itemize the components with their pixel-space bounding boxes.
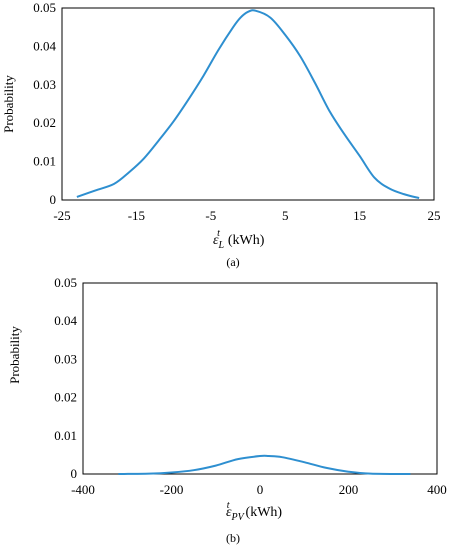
chart-b-ytick-label: 0 [71,466,78,481]
chart-a-xtick-label: -25 [53,208,70,223]
chart-b-series-line [118,454,411,475]
chart-b-x-unit: (kWh) [246,505,283,520]
chart-b-y-axis-label: Probability [7,326,22,384]
chart-a-series-line [76,9,420,200]
chart-a-xtick-label: 5 [282,208,289,223]
chart-b-ytick-label: 0.01 [54,428,77,443]
chart-b: 0 0.01 0.02 0.03 0.04 0.05 -400 -200 0 200 400 Pr… [7,275,447,545]
chart-a-ytick-label: 0.01 [33,154,56,169]
chart-b-ytick-label: 0.02 [54,390,77,405]
chart-a-xtick-label: 15 [353,208,366,223]
chart-a-x-symbol: ε [213,233,219,248]
chart-a-plot-frame [61,7,435,201]
chart-b-xtick-label: -400 [71,482,95,497]
chart-a-ytick-label: 0.04 [33,38,56,53]
chart-a-ytick-label: 0.03 [33,77,56,92]
chart-b-xtick-label: 0 [257,482,264,497]
chart-b-series [118,454,411,475]
chart-a-ytick-label: 0.02 [33,115,56,130]
chart-b-yticks: 0 0.01 0.02 0.03 0.04 0.05 [54,275,77,481]
chart-a-caption: (a) [226,255,239,269]
chart-a-xticks: -25 -15 -5 5 15 25 [53,208,440,223]
chart-b-xtick-label: 200 [339,482,359,497]
chart-a-x-sup: t [217,228,220,239]
chart-a-xtick-label: 25 [428,208,441,223]
chart-a-ytick-label: 0 [50,192,57,207]
chart-a-x-sub: L [218,240,225,251]
chart-a-y-axis-label: Probability [1,75,16,133]
chart-b-ytick-label: 0.03 [54,351,77,366]
chart-b-xtick-label: 400 [427,482,447,497]
chart-b-plot-frame [82,282,438,475]
chart-b-x-symbol: ε [226,505,232,520]
chart-b-x-sup: t [227,500,230,511]
chart-a-x-unit: (kWh) [228,233,265,248]
chart-b-x-axis-label: εPVt (kWh) [226,500,282,523]
chart-a-xtick-label: -5 [205,208,216,223]
chart-b-ytick-label: 0.05 [54,275,77,290]
chart-b-xtick-label: -200 [160,482,184,497]
chart-b-ytick-label: 0.04 [54,313,77,328]
chart-a-ytick-label: 0.05 [33,0,56,15]
chart-a-yticks: 0 0.01 0.02 0.03 0.04 0.05 [33,0,56,207]
chart-a-xtick-label: -15 [128,208,145,223]
chart-b-xticks: -400 -200 0 200 400 [71,482,447,497]
chart-b-x-sub: PV [231,512,246,523]
chart-b-caption: (b) [226,531,240,545]
chart-a-series [76,9,420,200]
chart-a-x-axis-label: εLt (kWh) [213,228,265,251]
chart-a: 0 0.01 0.02 0.03 0.04 0.05 -25 -15 -5 5 15 25 Prob… [1,0,441,269]
